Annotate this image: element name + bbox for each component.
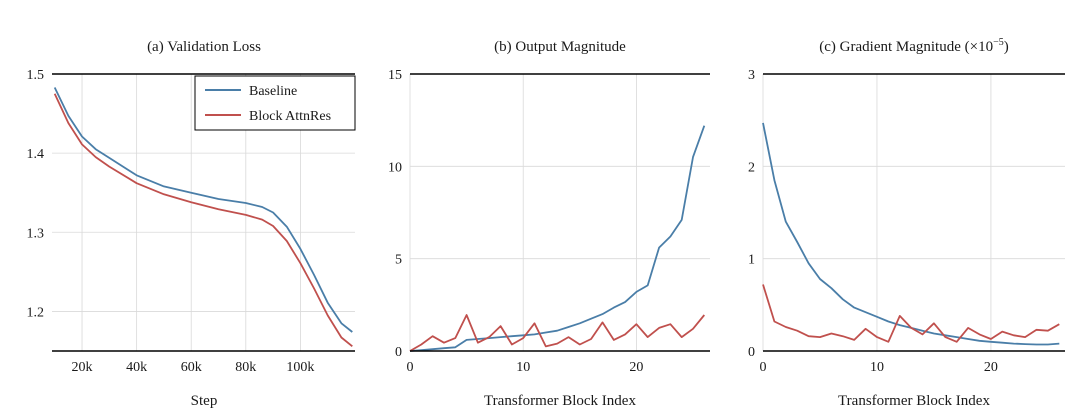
y-tick-label: 3 xyxy=(748,68,755,83)
y-tick-label: 15 xyxy=(388,68,402,83)
x-axis-label: Transformer Block Index xyxy=(484,393,636,409)
series-line-block-attnres xyxy=(762,284,1060,343)
legend-label-attnres: Block AttnRes xyxy=(249,109,331,124)
series-line-baseline xyxy=(53,87,353,333)
x-axis-label: Step xyxy=(191,393,218,409)
axes xyxy=(410,73,710,352)
panel-title: (a) Validation Loss xyxy=(147,39,261,55)
legend-box xyxy=(194,75,356,131)
legend-label-baseline: Baseline xyxy=(249,84,297,99)
y-tick-label: 1.4 xyxy=(27,147,45,162)
y-tick-label: 1 xyxy=(748,253,755,268)
x-tick-label: 40k xyxy=(126,360,147,375)
x-tick-label: 10 xyxy=(870,360,884,375)
x-tick-label: 10 xyxy=(516,360,530,375)
series-line-block-attnres xyxy=(53,93,353,348)
y-tick-label: 0 xyxy=(395,345,402,360)
y-tick-label: 1.5 xyxy=(27,68,45,83)
panel-title-exponent: −5 xyxy=(993,37,1004,48)
panel-output-magnitude: (b) Output Magnitude 0 10 20 0 5 10 15 Transfo… xyxy=(388,39,710,409)
series-line-baseline xyxy=(409,125,706,352)
panel-title: (b) Output Magnitude xyxy=(494,39,626,55)
y-tick-label: 1.3 xyxy=(27,226,45,241)
tick-labels: 0 10 20 0 1 2 3 xyxy=(748,68,998,375)
panel-title-close: ) xyxy=(1004,39,1009,55)
axes xyxy=(763,73,1065,352)
panel-title: (c) Gradient Magnitude (×10−5) xyxy=(819,37,1008,55)
x-tick-label: 20 xyxy=(629,360,643,375)
y-tick-label: 5 xyxy=(395,253,402,268)
x-tick-label: 100k xyxy=(286,360,314,375)
series-group xyxy=(53,87,353,348)
legend: Baseline Block AttnRes xyxy=(194,75,356,131)
series-group xyxy=(409,125,706,352)
y-tick-label: 1.2 xyxy=(27,305,45,320)
x-tick-label: 0 xyxy=(407,360,414,375)
panel-gradient-magnitude: (c) Gradient Magnitude (×10−5) 0 10 20 0 1 2 3… xyxy=(748,37,1065,409)
tick-labels: 0 10 20 0 5 10 15 xyxy=(388,68,643,375)
x-tick-label: 80k xyxy=(235,360,256,375)
x-tick-label: 0 xyxy=(760,360,767,375)
x-tick-label: 60k xyxy=(181,360,202,375)
series-group xyxy=(762,122,1060,346)
y-tick-label: 2 xyxy=(748,160,755,175)
series-line-block-attnres xyxy=(409,314,705,352)
panel-title-main: (c) Gradient Magnitude (×10 xyxy=(819,39,993,55)
x-tick-label: 20 xyxy=(984,360,998,375)
tick-labels: 20k 40k 60k 80k 100k 1.2 1.3 1.4 1.5 xyxy=(27,68,315,375)
panel-validation-loss: (a) Validation Loss 20k 40k 60k 80k 100k 1.2 1… xyxy=(27,39,356,409)
y-tick-label: 10 xyxy=(388,160,402,175)
x-axis-label: Transformer Block Index xyxy=(838,393,990,409)
y-tick-label: 0 xyxy=(748,345,755,360)
x-tick-label: 20k xyxy=(72,360,93,375)
axes xyxy=(52,73,355,352)
